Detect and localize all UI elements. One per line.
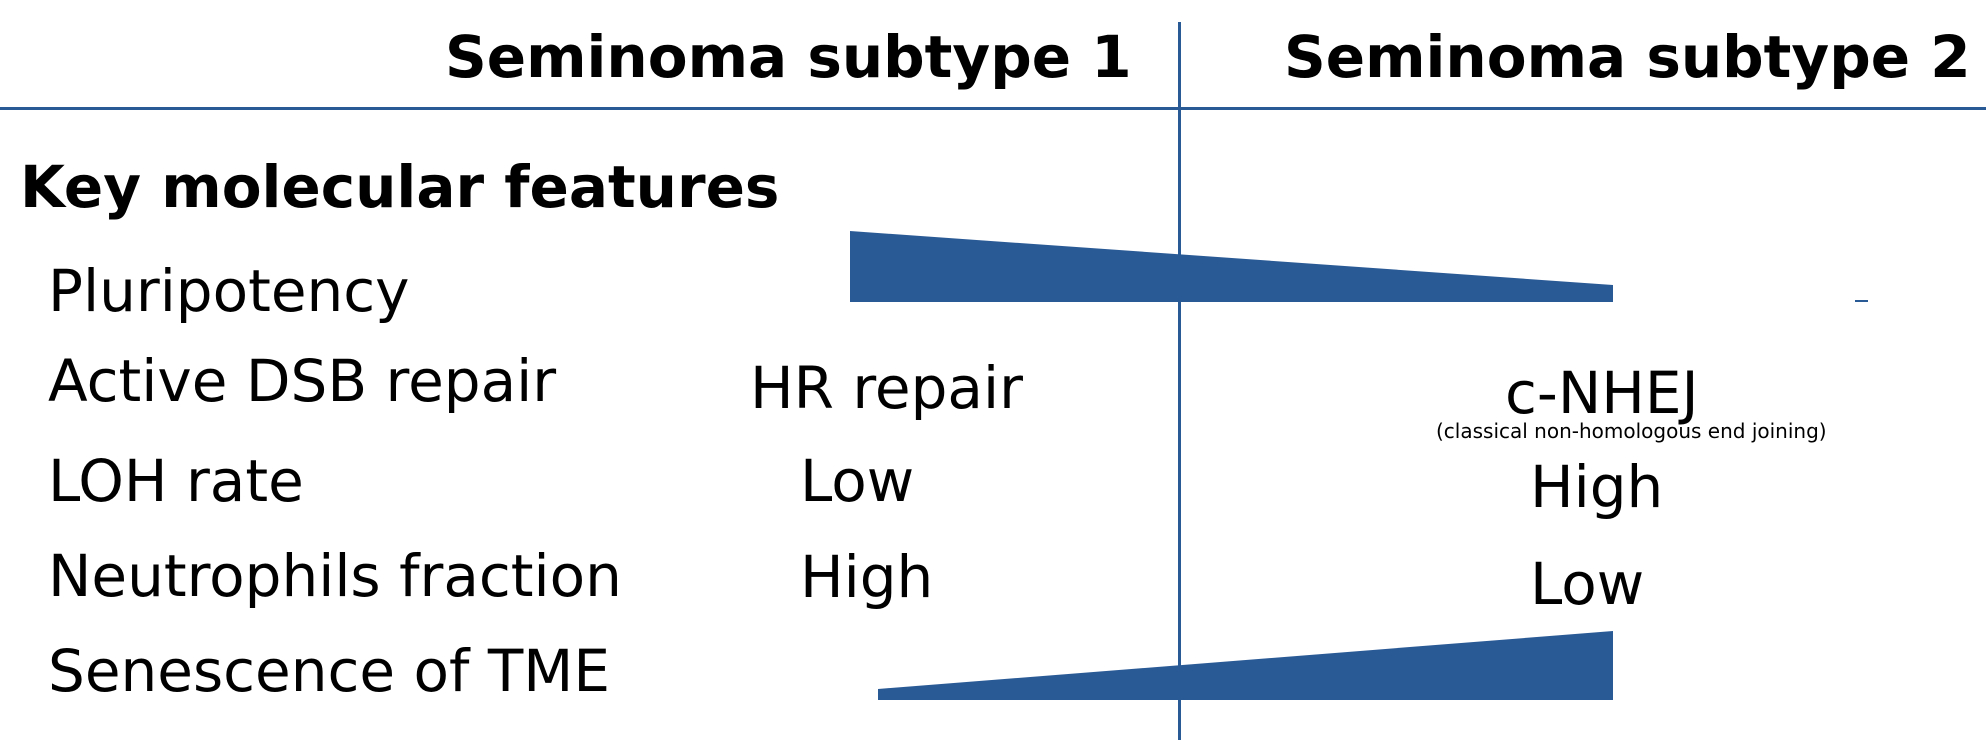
dsb-repair-subtype2-note: (classical non-homologous end joining) <box>1436 419 1827 443</box>
header-divider-horizontal <box>0 107 1986 110</box>
subtype1-header: Seminoma subtype 1 <box>445 23 1132 91</box>
subtype2-header: Seminoma subtype 2 <box>1284 23 1971 91</box>
row-label-pluripotency: Pluripotency <box>48 257 410 325</box>
dsb-repair-subtype1-value: HR repair <box>750 354 1023 422</box>
column-divider-vertical <box>1178 22 1181 740</box>
neutrophils-subtype2-value: Low <box>1530 550 1645 618</box>
row-label-neutrophils: Neutrophils fraction <box>48 542 622 610</box>
row-label-dsb-repair: Active DSB repair <box>48 347 557 415</box>
section-title: Key molecular features <box>20 153 780 221</box>
row-label-loh-rate: LOH rate <box>48 447 304 515</box>
row-label-senescence: Senescence of TME <box>48 637 610 705</box>
pluripotency-wedge-shape <box>850 231 1613 302</box>
neutrophils-subtype1-value: High <box>800 543 934 611</box>
loh-rate-subtype2-value: High <box>1530 453 1664 521</box>
loh-rate-subtype1-value: Low <box>800 447 915 515</box>
dsb-repair-subtype2-value: c-NHEJ <box>1505 359 1699 427</box>
senescence-wedge-shape <box>878 631 1613 700</box>
